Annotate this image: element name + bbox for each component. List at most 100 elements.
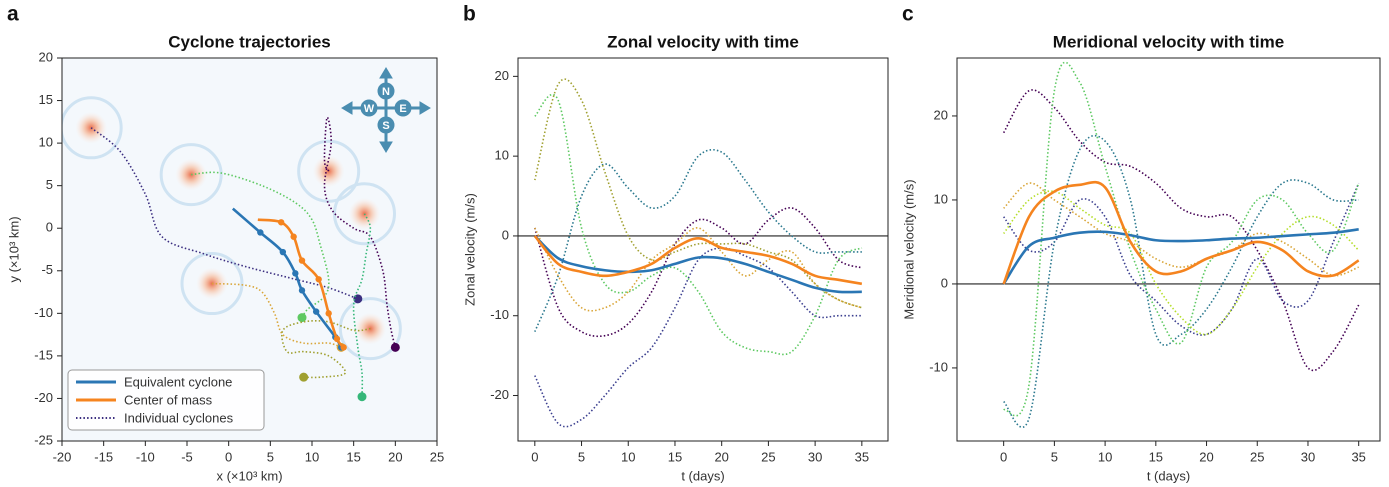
y-tick-label: 20	[934, 107, 948, 122]
track-end	[390, 342, 400, 352]
y-tick-label: -10	[929, 359, 948, 374]
y-tick-label: 15	[39, 92, 53, 107]
trajectory-point	[279, 248, 287, 256]
x-tick-label: 20	[388, 449, 402, 464]
trajectory-point	[312, 308, 320, 315]
individual-track	[323, 116, 397, 348]
individual-velocity	[1003, 61, 1360, 417]
x-tick-label: 30	[1301, 449, 1315, 464]
x-axis-label: x (×10³ km)	[216, 468, 282, 483]
trajectory-point	[277, 219, 285, 226]
individual-track	[211, 282, 342, 349]
x-tick-label: 5	[267, 449, 274, 464]
trajectory-point	[298, 287, 306, 294]
compass-n: N	[382, 86, 390, 98]
individual-velocity	[1003, 182, 1359, 277]
trajectory-point	[333, 335, 341, 343]
compass	[341, 67, 431, 153]
plot-frame	[956, 57, 1381, 442]
individual-track	[281, 319, 371, 379]
individual-velocity	[534, 227, 863, 312]
trajectory-point	[290, 233, 297, 240]
vortex-ring	[180, 252, 244, 316]
x-tick-label: 35	[855, 449, 869, 464]
x-tick-label: 10	[1098, 449, 1112, 464]
trajectory-point	[298, 257, 306, 264]
individual-velocity	[1002, 89, 1360, 372]
vortex-ring	[297, 139, 361, 203]
plot-frame	[517, 57, 889, 442]
chart-title: Cyclone trajectories	[168, 32, 331, 51]
y-tick-label: -25	[34, 432, 53, 447]
y-tick-label: 0	[502, 227, 509, 242]
x-tick-label: 15	[1149, 449, 1163, 464]
x-tick-label: 20	[714, 449, 728, 464]
panel-label: b	[463, 3, 476, 26]
y-tick-label: 10	[934, 191, 948, 206]
y-tick-label: 10	[39, 135, 53, 150]
y-axis-label: Zonal velocity (m/s)	[462, 193, 477, 306]
x-tick-label: 15	[346, 449, 360, 464]
individual-velocity	[1003, 182, 1360, 336]
individual-velocity	[1003, 134, 1359, 429]
individual-velocity	[534, 78, 863, 309]
individual-velocity	[534, 207, 863, 338]
x-tick-label: -10	[136, 449, 155, 464]
x-tick-label: 35	[1351, 449, 1365, 464]
x-tick-label: 25	[430, 449, 444, 464]
velocity-line	[1002, 228, 1359, 285]
x-tick-label: -20	[53, 449, 72, 464]
legend-label: Equivalent cyclone	[124, 374, 232, 389]
individual-velocity	[534, 148, 862, 332]
panel-label: a	[7, 3, 19, 26]
individual-track	[90, 127, 359, 300]
y-tick-label: 10	[495, 148, 509, 163]
x-tick-label: 25	[1250, 449, 1264, 464]
y-tick-label: 0	[46, 220, 53, 235]
y-tick-label: -5	[41, 262, 53, 277]
x-tick-label: 10	[305, 449, 319, 464]
x-tick-label: 0	[531, 449, 538, 464]
trajectory-point	[257, 229, 264, 236]
vortex-ring	[159, 143, 223, 207]
x-axis-label: t (days)	[1147, 468, 1190, 483]
y-tick-label: -20	[34, 390, 53, 405]
track-end	[357, 392, 367, 402]
y-tick-label: 0	[941, 275, 948, 290]
individual-velocity	[1003, 190, 1360, 336]
trajectory-point	[292, 270, 299, 277]
legend-label: Center of mass	[124, 392, 213, 407]
x-tick-label: 5	[578, 449, 585, 464]
y-tick-label: 5	[46, 177, 53, 192]
compass-e: E	[399, 103, 406, 115]
trajectory-point	[315, 276, 322, 283]
legend-label: Individual cyclones	[124, 410, 234, 425]
panel-label: c	[902, 3, 914, 26]
compass-s: S	[382, 120, 389, 132]
vortex-ring	[62, 96, 123, 160]
x-tick-label: 15	[668, 449, 682, 464]
x-tick-label: 0	[225, 449, 232, 464]
y-tick-label: -15	[34, 347, 53, 362]
individual-velocity	[534, 93, 863, 356]
vortex-ring	[338, 297, 402, 361]
plot-frame	[61, 57, 438, 442]
velocity-line	[533, 235, 863, 286]
velocity-line	[533, 234, 862, 294]
x-tick-label: -15	[94, 449, 113, 464]
y-tick-label: -10	[34, 305, 53, 320]
legend-box	[67, 369, 265, 431]
y-tick-label: -20	[490, 387, 509, 402]
x-tick-label: -5	[181, 449, 193, 464]
y-axis-label: Meridional velocity (m/s)	[901, 179, 916, 319]
x-tick-label: 0	[1000, 449, 1007, 464]
chart-title: Meridional velocity with time	[1053, 32, 1284, 51]
y-tick-label: 20	[39, 49, 53, 64]
vortex-core	[75, 111, 108, 144]
y-axis-label: y (×10³ km)	[6, 216, 21, 282]
chart-title: Zonal velocity with time	[607, 32, 799, 51]
x-axis-label: t (days)	[681, 468, 724, 483]
trajectory-point	[340, 344, 347, 351]
trajectory-point	[325, 310, 332, 317]
x-tick-label: 30	[808, 449, 822, 464]
